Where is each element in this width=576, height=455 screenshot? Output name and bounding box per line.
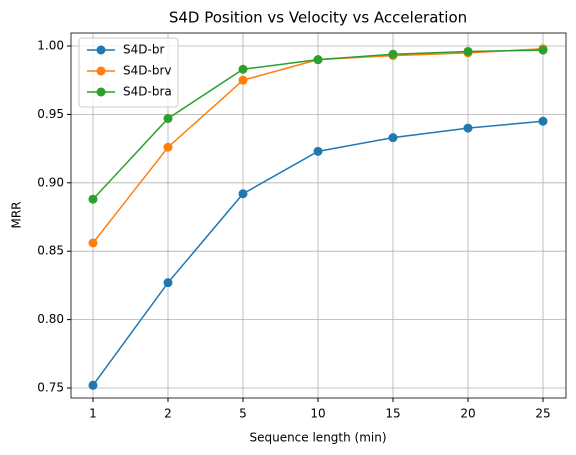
marker	[538, 116, 548, 126]
marker	[238, 64, 248, 74]
plot-frame	[70, 32, 567, 399]
marker	[313, 146, 323, 156]
y-tick-label: 0.75	[37, 381, 64, 395]
marker	[88, 238, 98, 248]
y-tick-label: 0.85	[37, 244, 64, 258]
y-tick-label: 0.95	[37, 107, 64, 121]
y-tick-label: 1.00	[37, 38, 64, 52]
marker	[163, 142, 173, 152]
chart-title: S4D Position vs Velocity vs Acceleration	[169, 9, 467, 27]
marker	[238, 189, 248, 199]
marker	[388, 49, 398, 59]
y-tick-label: 0.80	[37, 312, 64, 326]
x-tick-label: 15	[385, 407, 400, 421]
marker	[88, 194, 98, 204]
marker	[88, 380, 98, 390]
legend-marker	[96, 66, 106, 76]
legend-label: S4D-bra	[123, 85, 172, 99]
marker	[163, 114, 173, 124]
x-tick-label: 20	[460, 407, 475, 421]
x-tick-label: 5	[239, 407, 247, 421]
legend-label: S4D-brv	[123, 64, 171, 78]
x-tick-label: 25	[535, 407, 550, 421]
marker	[163, 278, 173, 288]
marker	[463, 46, 473, 56]
marker	[538, 45, 548, 55]
marker	[388, 133, 398, 143]
legend-label: S4D-br	[123, 43, 164, 57]
x-tick-label: 10	[310, 407, 325, 421]
marker	[463, 123, 473, 133]
marker	[313, 55, 323, 65]
legend-marker	[96, 45, 106, 55]
x-tick-label: 1	[89, 407, 97, 421]
x-axis-label: Sequence length (min)	[249, 431, 386, 445]
marker	[238, 75, 248, 85]
y-axis-label: MRR	[10, 201, 24, 228]
y-tick-label: 0.90	[37, 175, 64, 189]
legend-marker	[96, 87, 106, 97]
x-tick-label: 2	[164, 407, 172, 421]
